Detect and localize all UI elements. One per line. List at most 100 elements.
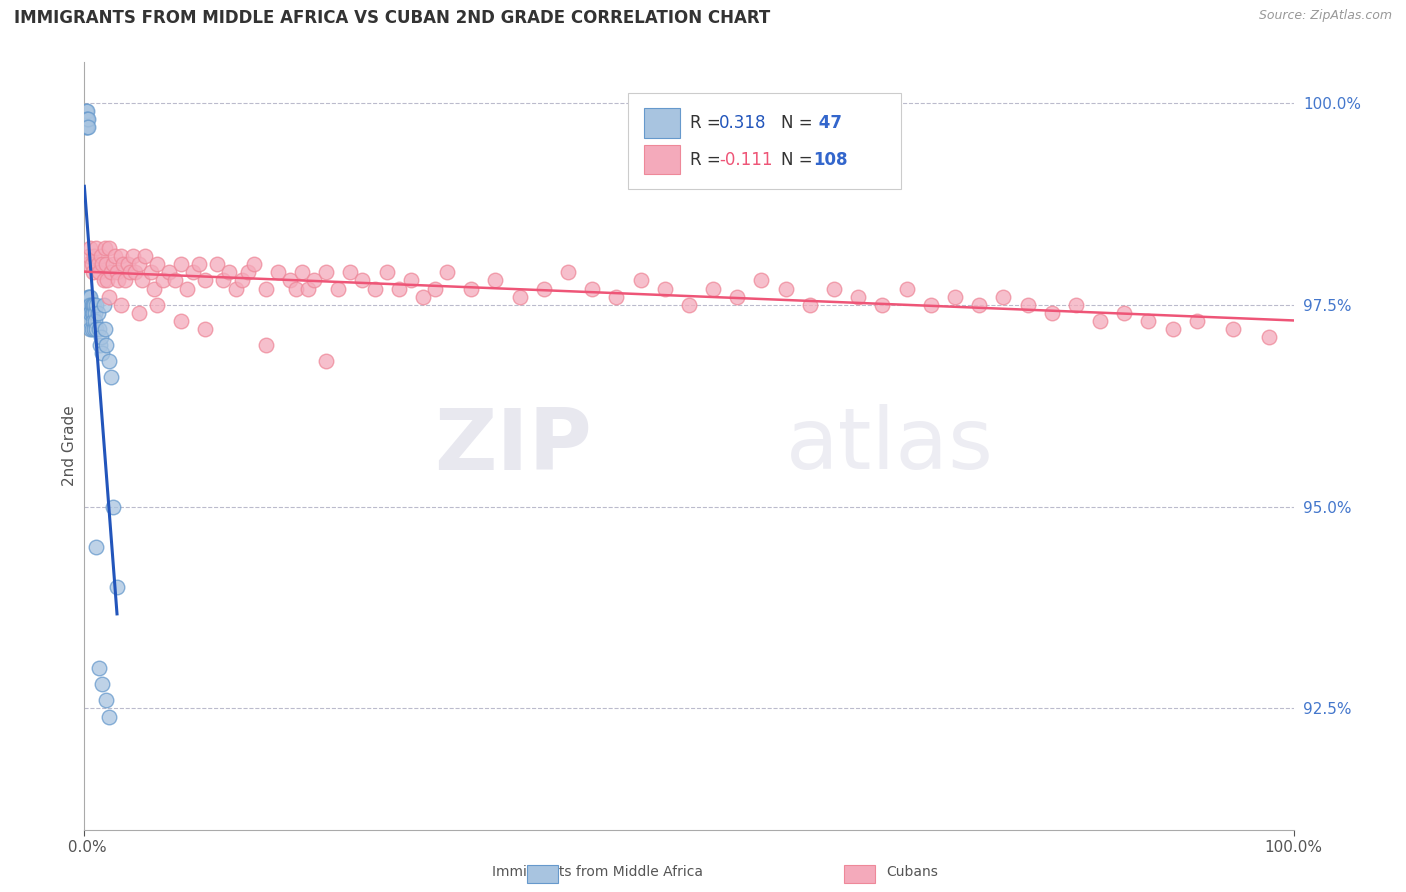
Point bbox=[82, 298, 104, 312]
Point bbox=[97, 354, 120, 368]
Point bbox=[91, 257, 114, 271]
Point bbox=[97, 290, 120, 304]
Point bbox=[117, 257, 139, 271]
Point bbox=[993, 290, 1015, 304]
Text: Immigrants from Middle Africa: Immigrants from Middle Africa bbox=[492, 865, 703, 880]
Point bbox=[79, 322, 101, 336]
Point bbox=[75, 103, 97, 118]
Text: R =: R = bbox=[690, 151, 725, 169]
Point bbox=[103, 257, 125, 271]
Point bbox=[557, 265, 579, 279]
Point bbox=[79, 306, 101, 320]
Point bbox=[702, 281, 724, 295]
Point bbox=[77, 298, 100, 312]
Point bbox=[128, 257, 150, 271]
Point bbox=[105, 580, 128, 594]
Point bbox=[423, 281, 446, 295]
Point bbox=[86, 298, 108, 312]
Point bbox=[93, 298, 115, 312]
Point bbox=[207, 257, 229, 271]
Text: 47: 47 bbox=[814, 114, 842, 132]
Point bbox=[76, 103, 98, 118]
Point bbox=[509, 290, 531, 304]
Point bbox=[654, 281, 676, 295]
Point bbox=[231, 273, 253, 287]
Y-axis label: 2nd Grade: 2nd Grade bbox=[62, 406, 77, 486]
Point bbox=[80, 257, 103, 271]
Point bbox=[83, 249, 105, 263]
Point bbox=[80, 322, 103, 336]
Point bbox=[278, 273, 301, 287]
Point bbox=[139, 265, 162, 279]
Point bbox=[212, 273, 235, 287]
Point bbox=[86, 306, 108, 320]
Point bbox=[170, 257, 193, 271]
Point bbox=[77, 314, 100, 328]
Point bbox=[399, 273, 422, 287]
Point bbox=[94, 322, 117, 336]
Point bbox=[533, 281, 555, 295]
Point bbox=[77, 112, 100, 126]
Point bbox=[315, 354, 337, 368]
Text: N =: N = bbox=[780, 114, 818, 132]
Point bbox=[267, 265, 290, 279]
Point bbox=[77, 290, 100, 304]
Point bbox=[412, 290, 434, 304]
FancyBboxPatch shape bbox=[644, 109, 681, 137]
Text: -0.111: -0.111 bbox=[720, 151, 773, 169]
Point bbox=[605, 290, 627, 304]
Text: IMMIGRANTS FROM MIDDLE AFRICA VS CUBAN 2ND GRADE CORRELATION CHART: IMMIGRANTS FROM MIDDLE AFRICA VS CUBAN 2… bbox=[14, 9, 770, 27]
Point bbox=[112, 257, 135, 271]
Point bbox=[725, 290, 748, 304]
Text: Cubans: Cubans bbox=[886, 865, 938, 880]
Point bbox=[86, 241, 108, 255]
Point bbox=[104, 249, 127, 263]
Point bbox=[82, 265, 104, 279]
Point bbox=[94, 693, 117, 707]
Point bbox=[94, 257, 117, 271]
Point bbox=[94, 241, 117, 255]
Point bbox=[75, 112, 97, 126]
Point bbox=[165, 273, 187, 287]
Point bbox=[100, 370, 122, 384]
Point bbox=[76, 112, 98, 126]
Point bbox=[146, 257, 169, 271]
Point bbox=[77, 290, 100, 304]
Point bbox=[352, 273, 374, 287]
Point bbox=[751, 273, 773, 287]
Point bbox=[121, 249, 143, 263]
Point bbox=[967, 298, 990, 312]
Point bbox=[120, 265, 142, 279]
Point bbox=[254, 338, 277, 352]
Point bbox=[97, 241, 120, 255]
Text: R =: R = bbox=[690, 114, 725, 132]
Point bbox=[436, 265, 458, 279]
Point bbox=[83, 298, 105, 312]
Point bbox=[77, 257, 100, 271]
Point bbox=[242, 257, 264, 271]
Point bbox=[80, 298, 103, 312]
Point bbox=[79, 290, 101, 304]
Point bbox=[188, 257, 211, 271]
Point bbox=[93, 273, 115, 287]
Point bbox=[97, 709, 120, 723]
Point bbox=[297, 281, 319, 295]
Text: 0.318: 0.318 bbox=[720, 114, 766, 132]
Point bbox=[128, 306, 150, 320]
Point bbox=[90, 330, 112, 344]
Point bbox=[80, 306, 103, 320]
Point bbox=[581, 281, 603, 295]
Point bbox=[82, 306, 104, 320]
Point bbox=[1185, 314, 1208, 328]
Point bbox=[75, 120, 97, 134]
Point bbox=[218, 265, 240, 279]
Point bbox=[100, 265, 122, 279]
Point bbox=[131, 273, 153, 287]
Point bbox=[107, 273, 129, 287]
Point bbox=[1222, 322, 1244, 336]
Point bbox=[846, 290, 869, 304]
Point bbox=[79, 241, 101, 255]
Point bbox=[134, 249, 156, 263]
Point bbox=[90, 249, 112, 263]
Point bbox=[79, 298, 101, 312]
